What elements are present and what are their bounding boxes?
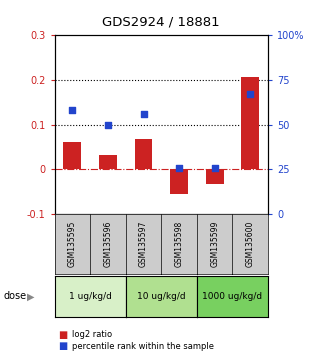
Text: 1000 ug/kg/d: 1000 ug/kg/d bbox=[203, 292, 263, 301]
Text: 10 ug/kg/d: 10 ug/kg/d bbox=[137, 292, 186, 301]
Text: GSM135596: GSM135596 bbox=[103, 221, 112, 268]
Text: 1 ug/kg/d: 1 ug/kg/d bbox=[69, 292, 112, 301]
Point bbox=[105, 122, 110, 127]
Bar bbox=[134, 139, 152, 170]
Text: ■: ■ bbox=[58, 341, 67, 351]
Bar bbox=[64, 142, 81, 170]
Text: GSM135595: GSM135595 bbox=[68, 221, 77, 268]
Text: GSM135600: GSM135600 bbox=[246, 221, 255, 268]
Bar bbox=[99, 155, 117, 170]
Text: GSM135598: GSM135598 bbox=[175, 221, 184, 267]
Point bbox=[70, 108, 75, 113]
Point bbox=[141, 111, 146, 117]
Text: percentile rank within the sample: percentile rank within the sample bbox=[72, 342, 214, 351]
Text: ■: ■ bbox=[58, 330, 67, 339]
Text: ▶: ▶ bbox=[27, 291, 35, 302]
Text: GDS2924 / 18881: GDS2924 / 18881 bbox=[102, 16, 219, 29]
Text: GSM135597: GSM135597 bbox=[139, 221, 148, 268]
Point bbox=[212, 165, 217, 171]
Text: GSM135599: GSM135599 bbox=[210, 221, 219, 268]
Point bbox=[177, 165, 182, 171]
Bar bbox=[241, 77, 259, 170]
Point bbox=[248, 92, 253, 97]
Text: log2 ratio: log2 ratio bbox=[72, 330, 112, 339]
Bar bbox=[206, 170, 223, 184]
Text: dose: dose bbox=[3, 291, 26, 302]
Bar bbox=[170, 170, 188, 194]
